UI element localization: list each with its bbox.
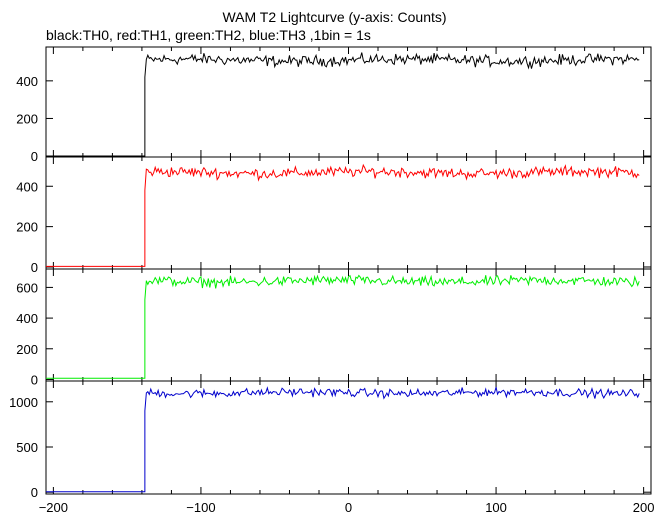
chart-legend-text: black:TH0, red:TH1, green:TH2, blue:TH3 … [46, 27, 371, 43]
y-tick-label-th3: 500 [16, 440, 38, 455]
panel-frame-th1 [45, 156, 652, 270]
series-line-th2 [46, 274, 640, 379]
series-line-th3 [46, 386, 640, 493]
y-tick-label-th1: 200 [16, 220, 38, 235]
panel-frame-th3 [45, 380, 652, 495]
y-tick-label-th0: 200 [16, 111, 38, 126]
y-tick-label-th2: 400 [16, 311, 38, 326]
y-tick-label-th2: 0 [31, 372, 38, 387]
x-tick-label: −100 [186, 500, 215, 515]
y-tick-label-th1: 400 [16, 179, 38, 194]
series-line-th1 [46, 163, 640, 267]
panel-frame-th2 [45, 268, 652, 382]
series-line-th0 [46, 52, 640, 157]
y-tick-label-th0: 400 [16, 74, 38, 89]
x-tick-label: −200 [39, 500, 68, 515]
x-tick-label: 100 [485, 500, 507, 515]
y-tick-label-th3: 0 [31, 485, 38, 500]
x-tick-label: 200 [633, 500, 655, 515]
y-tick-label-th3: 1000 [9, 395, 38, 410]
y-tick-label-th2: 200 [16, 342, 38, 357]
y-tick-label-th0: 0 [31, 149, 38, 164]
x-tick-label: 0 [345, 500, 352, 515]
chart-title: WAM T2 Lightcurve (y-axis: Counts) [222, 9, 447, 25]
panel-frame-th0 [45, 46, 652, 158]
y-tick-label-th2: 600 [16, 280, 38, 295]
y-tick-label-th1: 0 [31, 260, 38, 275]
